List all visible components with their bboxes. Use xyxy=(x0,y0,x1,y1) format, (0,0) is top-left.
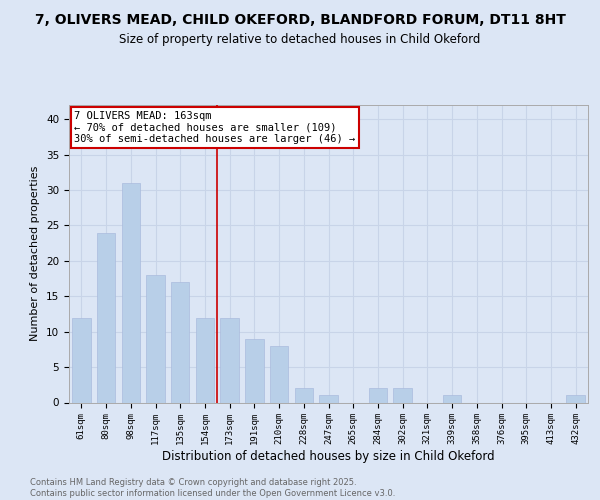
Text: Contains HM Land Registry data © Crown copyright and database right 2025.
Contai: Contains HM Land Registry data © Crown c… xyxy=(30,478,395,498)
Bar xyxy=(72,318,91,402)
Bar xyxy=(97,232,115,402)
Bar xyxy=(319,396,338,402)
Y-axis label: Number of detached properties: Number of detached properties xyxy=(31,166,40,342)
Bar xyxy=(295,388,313,402)
Bar xyxy=(146,275,165,402)
Bar xyxy=(220,318,239,402)
Bar xyxy=(394,388,412,402)
Bar xyxy=(245,339,263,402)
Bar xyxy=(443,396,461,402)
Text: Size of property relative to detached houses in Child Okeford: Size of property relative to detached ho… xyxy=(119,32,481,46)
Bar xyxy=(270,346,289,403)
Bar xyxy=(122,183,140,402)
Bar xyxy=(171,282,190,403)
Bar xyxy=(196,318,214,402)
Text: 7, OLIVERS MEAD, CHILD OKEFORD, BLANDFORD FORUM, DT11 8HT: 7, OLIVERS MEAD, CHILD OKEFORD, BLANDFOR… xyxy=(35,12,565,26)
Bar xyxy=(368,388,387,402)
Bar xyxy=(566,396,585,402)
X-axis label: Distribution of detached houses by size in Child Okeford: Distribution of detached houses by size … xyxy=(162,450,495,463)
Text: 7 OLIVERS MEAD: 163sqm
← 70% of detached houses are smaller (109)
30% of semi-de: 7 OLIVERS MEAD: 163sqm ← 70% of detached… xyxy=(74,111,355,144)
